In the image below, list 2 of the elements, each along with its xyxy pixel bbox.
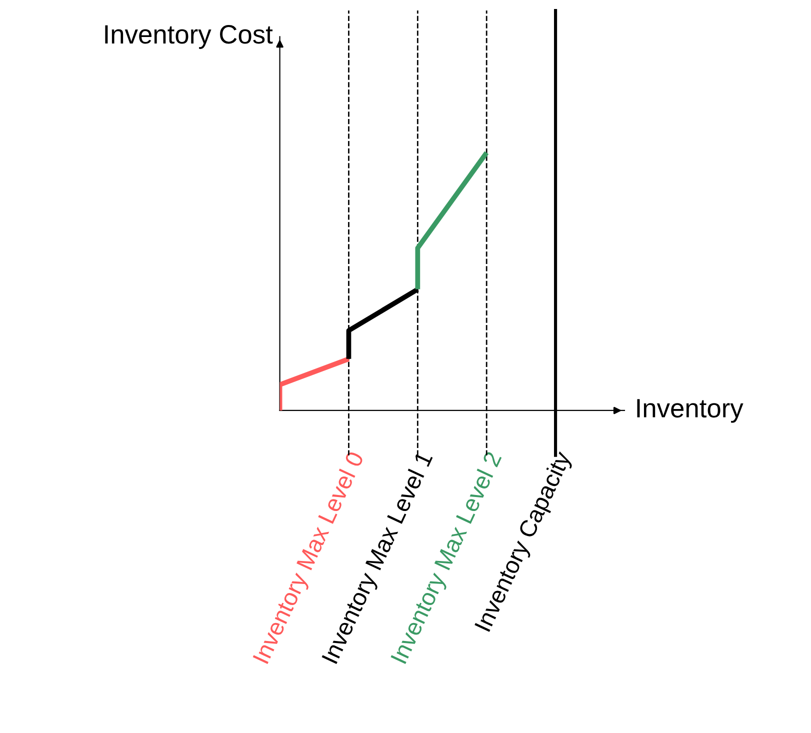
x-axis-title: Inventory bbox=[637, 399, 744, 423]
y-axis-title: Inventory Cost bbox=[105, 25, 273, 49]
